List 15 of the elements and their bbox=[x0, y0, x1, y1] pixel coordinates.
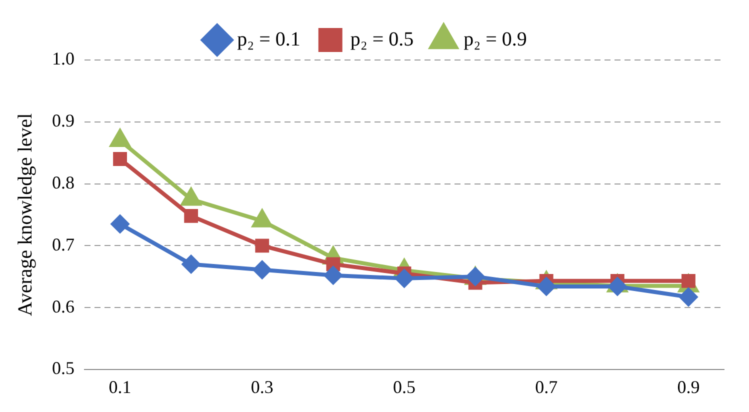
x-tick-label: 0.5 bbox=[393, 376, 416, 397]
y-tick-label: 0.7 bbox=[52, 234, 74, 254]
x-tick-label: 0.9 bbox=[677, 376, 700, 397]
legend-label: p₂ = 0.9 bbox=[464, 28, 527, 50]
y-axis-title: Average knowledge level bbox=[14, 112, 36, 316]
legend-label: p₂ = 0.5 bbox=[350, 28, 414, 50]
y-tick-label: 0.6 bbox=[52, 296, 74, 316]
x-tick-label: 0.1 bbox=[108, 376, 132, 397]
x-tick-label: 0.3 bbox=[250, 376, 274, 397]
y-tick-label: 0.9 bbox=[52, 110, 74, 131]
x-tick-label: 0.7 bbox=[535, 376, 558, 397]
y-tick-label: 0.5 bbox=[52, 358, 74, 378]
y-tick-label: 1.0 bbox=[52, 48, 74, 69]
y-tick-label: 0.8 bbox=[52, 172, 74, 192]
legend-label: p₂ = 0.1 bbox=[237, 28, 300, 50]
